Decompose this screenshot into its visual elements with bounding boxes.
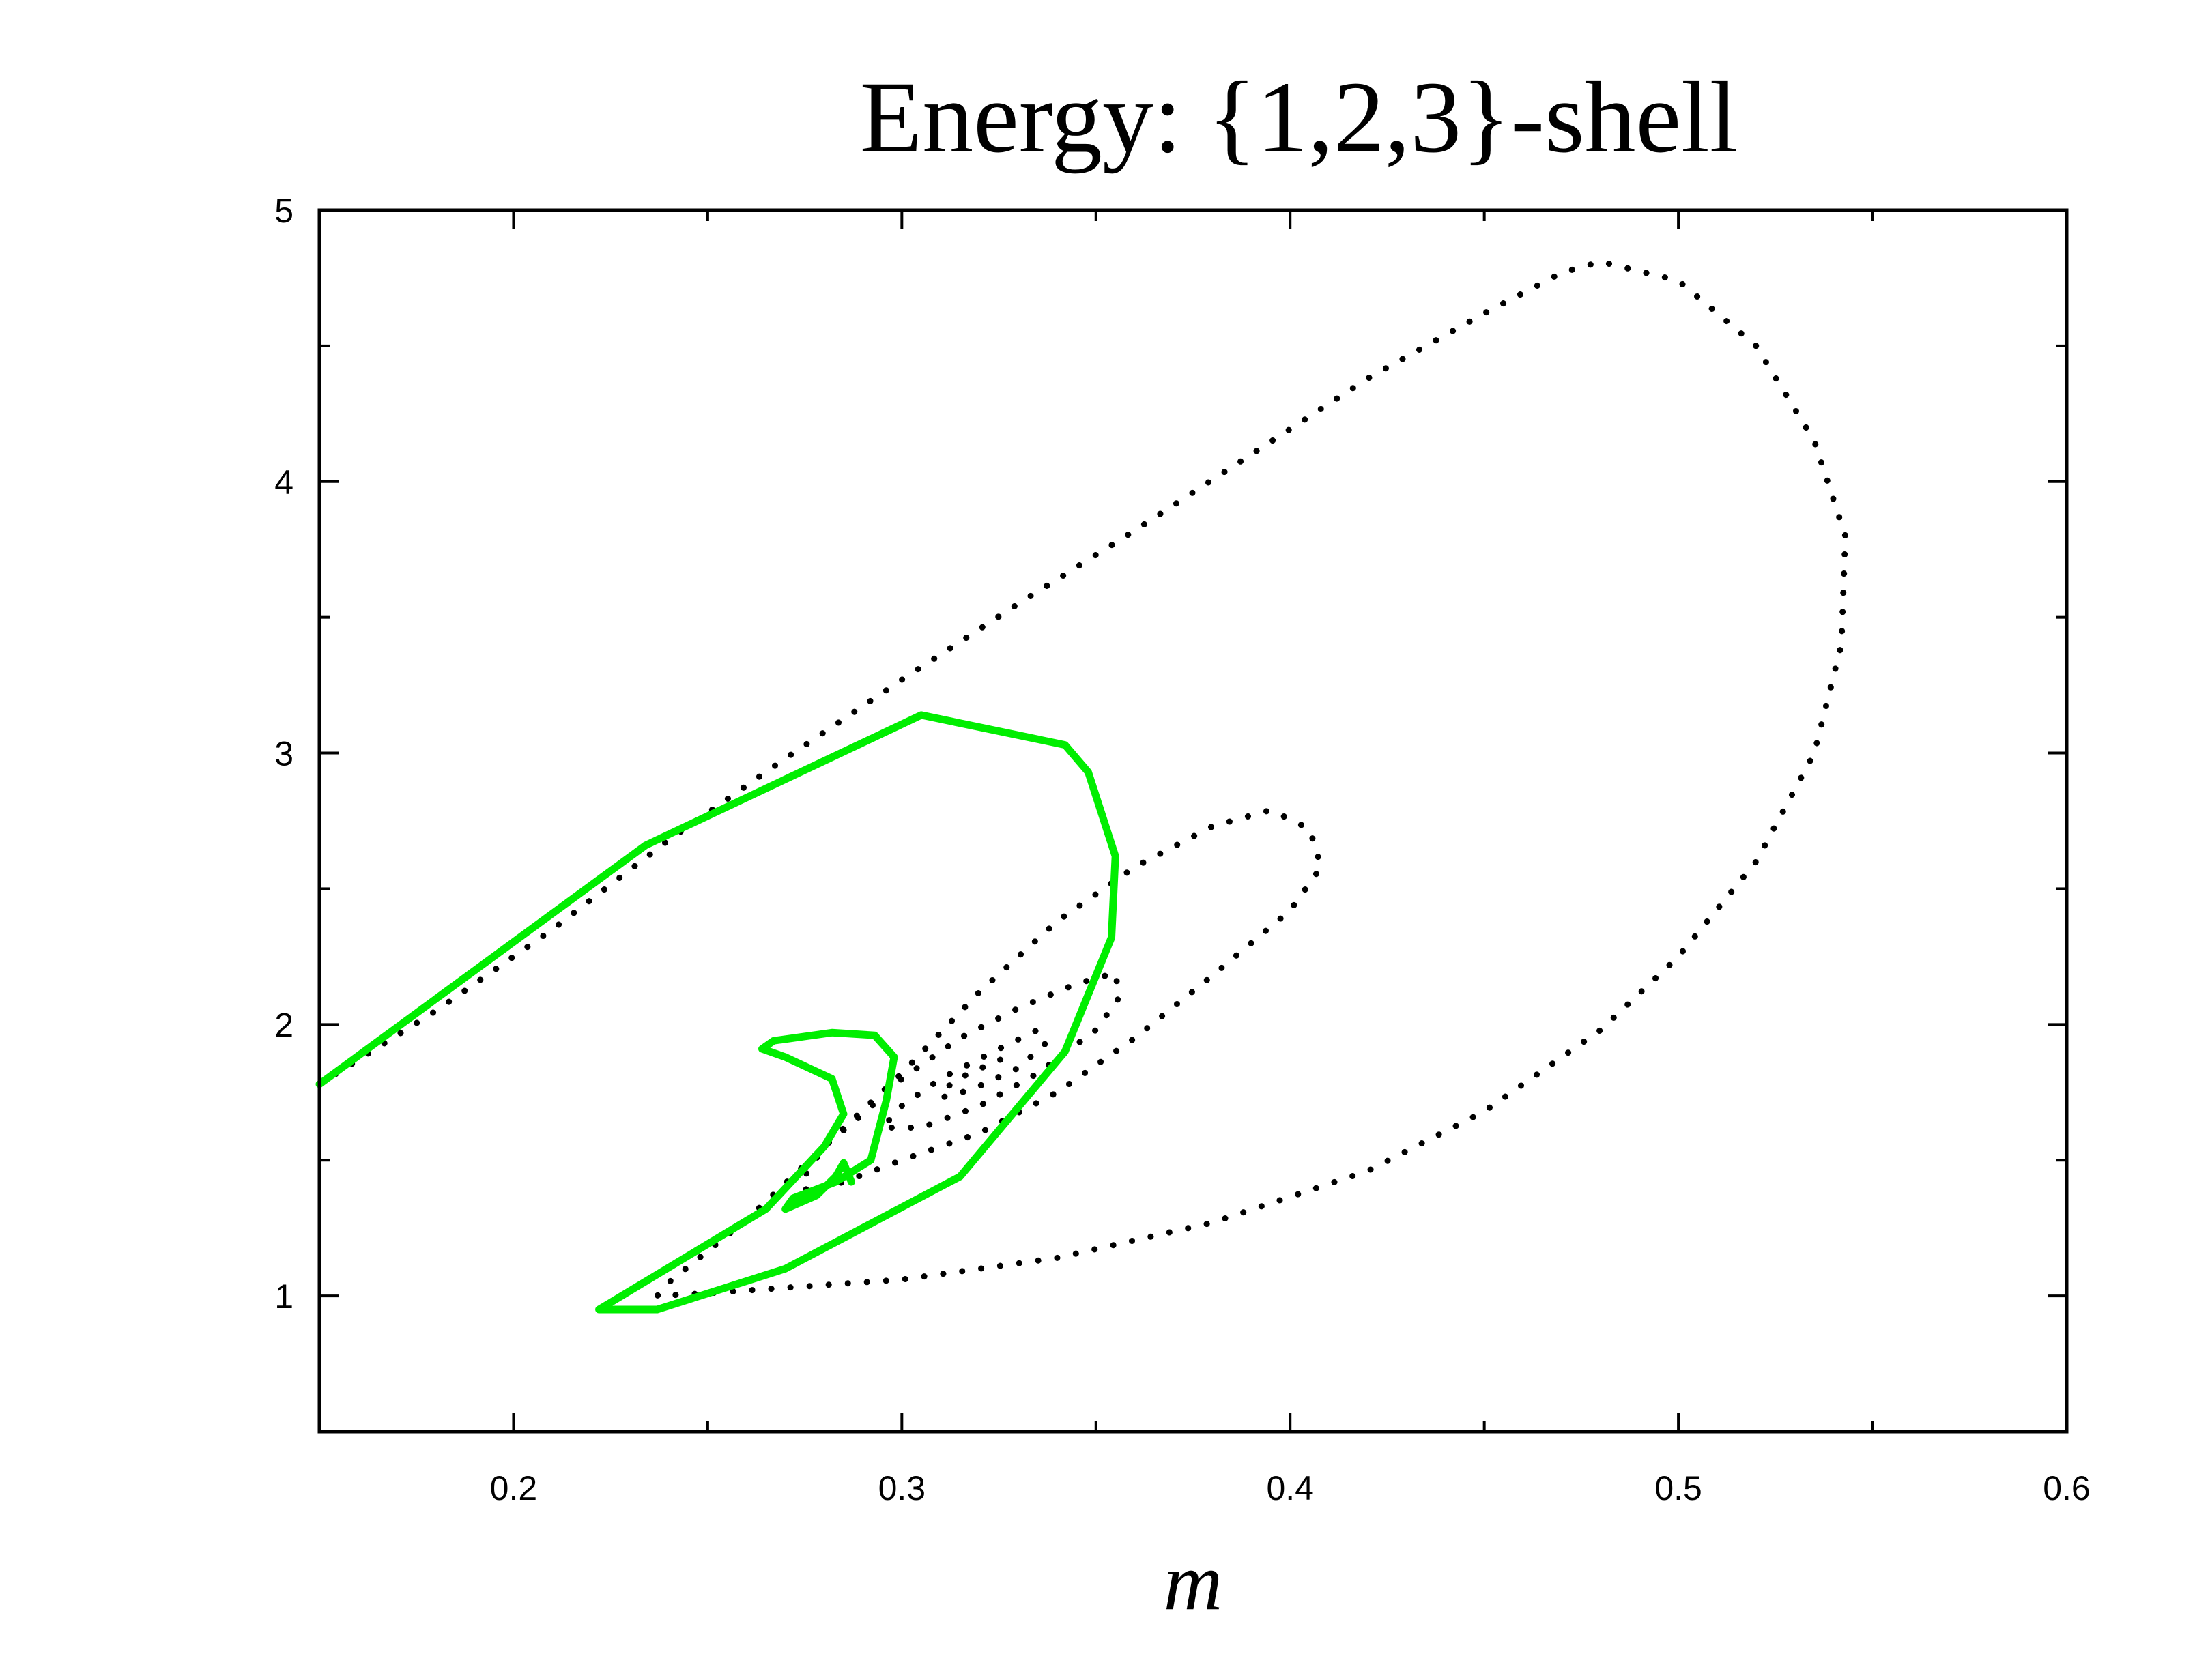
- x-tick-label: 0.2: [490, 1469, 538, 1507]
- y-tick-label: 1: [274, 1277, 293, 1316]
- y-tick-label: 5: [274, 192, 293, 230]
- y-tick-label: 3: [274, 735, 293, 773]
- chart-title: Energy: {1,2,3}-shell: [860, 61, 1738, 174]
- y-axis: 1 2 3 4 5: [274, 192, 2067, 1316]
- dotted-curve: [316, 259, 1849, 1299]
- y-tick-label: 4: [274, 463, 293, 502]
- plot-frame: [317, 208, 2069, 1434]
- solid-green-curve: [315, 711, 1119, 1314]
- x-tick-label: 0.5: [1654, 1469, 1702, 1507]
- x-tick-label: 0.3: [878, 1469, 926, 1507]
- x-tick-label: 0.4: [1266, 1469, 1314, 1507]
- curves-layer: [315, 259, 1849, 1314]
- x-axis: 0.2 0.3 0.4 0.5 0.6: [490, 210, 2091, 1507]
- y-tick-label: 2: [274, 1006, 293, 1044]
- x-axis-label: m: [1164, 1536, 1223, 1627]
- x-tick-label: 0.6: [2043, 1469, 2091, 1507]
